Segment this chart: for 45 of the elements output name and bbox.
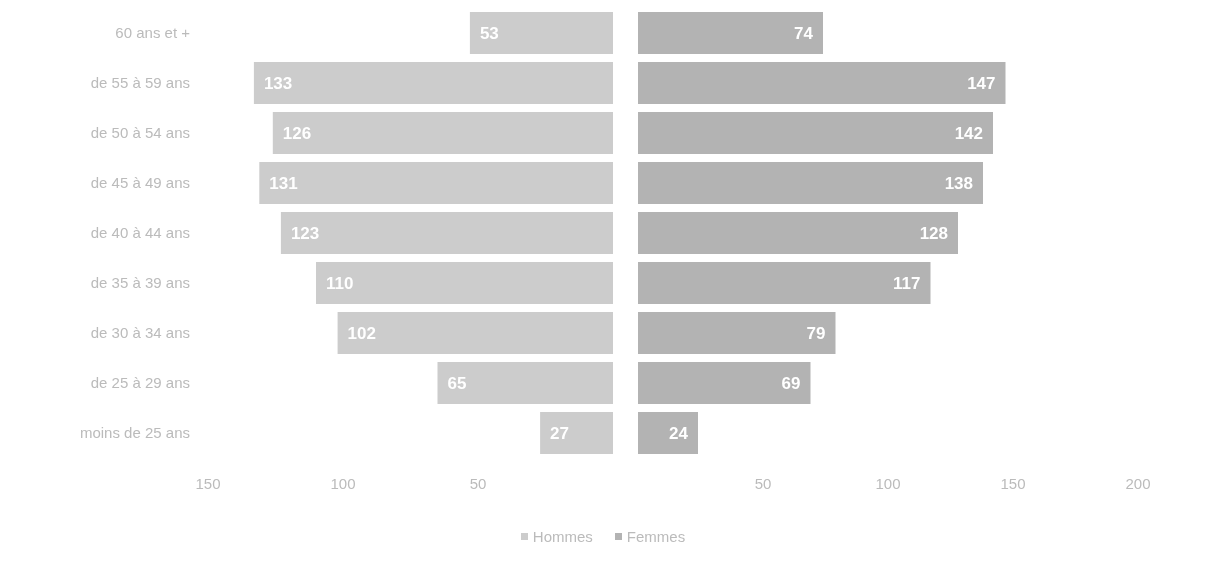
data-label: 24	[669, 423, 689, 443]
y-tick-label: de 35 à 39 ans	[90, 274, 190, 292]
bar	[259, 162, 613, 204]
bar	[253, 62, 613, 104]
bar	[337, 312, 613, 354]
data-label: 142	[954, 123, 983, 143]
data-label: 128	[919, 223, 948, 243]
data-label: 69	[781, 373, 801, 393]
data-label: 79	[806, 323, 826, 343]
bar	[272, 112, 613, 154]
x-tick-label: 100	[330, 474, 356, 492]
data-label: 147	[967, 73, 996, 93]
bar	[437, 362, 613, 404]
bar	[638, 412, 698, 454]
y-tick-label: 60 ans et +	[115, 24, 191, 42]
bar	[638, 362, 811, 404]
x-tick-label: 50	[469, 474, 487, 492]
x-tick-label: 200	[1125, 474, 1151, 492]
x-tick-label: 50	[754, 474, 772, 492]
x-tick-label: 150	[195, 474, 221, 492]
bar	[638, 112, 993, 154]
bar	[638, 312, 836, 354]
y-tick-label: moins de 25 ans	[79, 424, 190, 442]
bar	[280, 212, 613, 254]
y-tick-label: de 50 à 54 ans	[90, 124, 190, 142]
x-tick-label: 100	[875, 474, 901, 492]
legend-label: Hommes	[532, 528, 593, 545]
y-tick-label: de 40 à 44 ans	[90, 224, 190, 242]
x-tick-label: 150	[1000, 474, 1026, 492]
bar	[469, 12, 613, 54]
y-tick-label: de 55 à 59 ans	[90, 74, 190, 92]
bar	[638, 162, 983, 204]
y-tick-label: de 45 à 49 ans	[90, 174, 190, 192]
data-label: 117	[893, 273, 921, 293]
y-tick-label: de 25 à 29 ans	[90, 374, 190, 392]
bar	[316, 262, 613, 304]
bar	[638, 62, 1006, 104]
legend-label: Femmes	[626, 528, 686, 545]
data-label: 74	[794, 23, 814, 43]
y-tick-label: de 30 à 34 ans	[90, 324, 190, 342]
data-label: 138	[944, 173, 973, 193]
bar	[638, 262, 931, 304]
bar	[540, 412, 613, 454]
bar	[638, 212, 958, 254]
bar	[638, 12, 823, 54]
